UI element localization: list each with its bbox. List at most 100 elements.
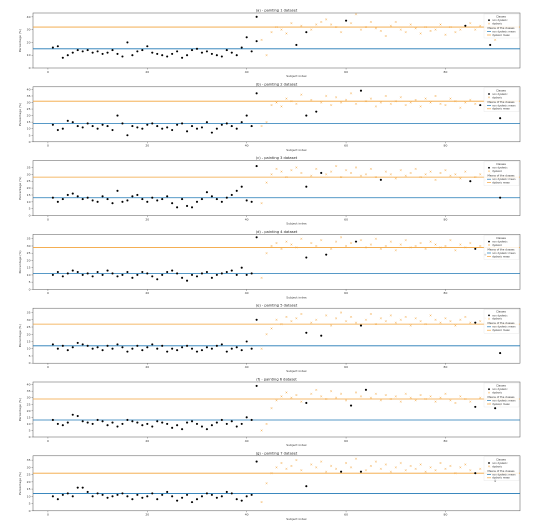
dyslexic-point [330, 324, 333, 327]
non-dyslexic-point [131, 347, 134, 350]
non-dyslexic-point [210, 131, 213, 134]
non-dyslexic-point [71, 51, 74, 54]
y-tick-label: 30 [27, 28, 31, 32]
x-tick-label: 20 [145, 513, 149, 517]
dyslexic-point [290, 396, 293, 399]
dyslexic-point [340, 31, 343, 34]
dyslexic-point [315, 244, 318, 248]
legend-dyslexic-label: dyslexic [492, 243, 503, 247]
non-dyslexic-point [56, 422, 59, 425]
x-tick-label: 80 [444, 217, 448, 221]
y-tick-label: 25 [27, 179, 31, 183]
legend-box [483, 235, 520, 260]
non-dyslexic-point [121, 492, 124, 495]
non-dyslexic-point [255, 460, 258, 463]
y-tick-label: 0 [29, 287, 31, 291]
dyslexic-point [414, 399, 417, 402]
dyslexic-point [384, 34, 387, 38]
x-tick-label: 0 [47, 70, 49, 74]
dyslexic-point [409, 171, 412, 175]
dyslexic-point [300, 400, 303, 403]
dyslexic-point [364, 26, 368, 29]
dyslexic-point [454, 401, 457, 405]
dyslexic-point [265, 482, 268, 485]
non-dyslexic-point [250, 272, 253, 275]
dyslexic-point [315, 388, 318, 391]
dyslexic-point [359, 395, 363, 398]
non-dyslexic-point [51, 123, 54, 126]
non-dyslexic-point [91, 275, 94, 278]
non-dyslexic-point [161, 344, 164, 347]
non-dyslexic-point [151, 196, 154, 199]
dyslexic-point [320, 20, 323, 24]
dyslexic-point [379, 101, 382, 104]
non-dyslexic-point [111, 347, 114, 350]
non-dyslexic-point [91, 51, 94, 54]
legend-dyslexic-label: dyslexic [492, 95, 503, 99]
non-dyslexic-point [190, 420, 194, 423]
non-dyslexic-point [161, 127, 164, 130]
dyslexic-point [260, 125, 263, 128]
non-dyslexic-point [499, 352, 502, 355]
dyslexic-point [300, 24, 303, 27]
dyslexic-point [469, 22, 472, 25]
non-dyslexic-point [156, 52, 159, 55]
non-dyslexic-point [111, 128, 114, 132]
y-axis-label: Percentage (%) [18, 250, 22, 273]
non-dyslexic-point [131, 276, 134, 279]
non-dyslexic-point [66, 119, 69, 122]
panel-title: (c) - painting 3 dataset [256, 156, 298, 160]
non-dyslexic-point [205, 428, 208, 431]
x-tick-label: 40 [245, 70, 249, 74]
dyslexic-point [295, 246, 298, 249]
legend-dyslexic-label: dyslexic [492, 22, 503, 26]
x-axis-label: Subject index [286, 369, 307, 373]
non-dyslexic-point [106, 51, 109, 54]
dyslexic-point [449, 26, 452, 29]
y-tick-label: 40 [27, 87, 31, 91]
non-dyslexic-point [161, 273, 164, 276]
dyslexic-point [265, 181, 268, 184]
non-dyslexic-point [230, 269, 233, 272]
dyslexic-point [414, 317, 417, 320]
non-dyslexic-point [106, 269, 109, 272]
non-dyslexic-point [255, 236, 258, 239]
legend-non-dyslexic-marker [488, 240, 490, 243]
non-dyslexic-point [210, 52, 213, 55]
non-dyslexic-point [66, 272, 69, 275]
non-dyslexic-point [121, 55, 124, 58]
dyslexic-point [335, 165, 338, 168]
dyslexic-point [444, 104, 447, 107]
non-dyslexic-point [195, 275, 199, 278]
non-dyslexic-point [86, 421, 89, 424]
non-dyslexic-point [215, 344, 218, 347]
legend-classes-title: Classes [496, 15, 506, 19]
dyslexic-point [464, 315, 467, 318]
non-dyslexic-point [81, 420, 84, 423]
dyslexic-point [290, 100, 293, 103]
dyslexic-point [474, 176, 477, 179]
non-dyslexic-point [195, 422, 199, 425]
dyslexic-point [270, 407, 273, 410]
non-dyslexic-point [51, 418, 54, 422]
y-tick-label: 35 [27, 237, 31, 241]
non-dyslexic-point [215, 127, 218, 130]
legend-means-title: Means of the classes [487, 321, 515, 325]
panel-title: (b) - painting 2 dataset [256, 82, 298, 86]
non-dyslexic-point [176, 123, 179, 126]
panel-title: (e) - painting 5 dataset [256, 304, 298, 308]
dyslexic-point [394, 177, 397, 180]
x-tick-label: 60 [344, 513, 348, 517]
non-dyslexic-point [489, 43, 492, 47]
dyslexic-point [394, 395, 397, 398]
non-dyslexic-point [186, 421, 189, 424]
dyslexic-point [394, 249, 397, 252]
non-dyslexic-point [181, 346, 184, 349]
non-dyslexic-point [111, 202, 114, 205]
non-dyslexic-point [200, 126, 204, 129]
non-dyslexic-point [240, 266, 243, 269]
non-dyslexic-point [76, 49, 79, 52]
non-dyslexic-point [141, 127, 144, 130]
non-dyslexic-point [136, 344, 139, 347]
non-dyslexic-point [181, 198, 184, 201]
